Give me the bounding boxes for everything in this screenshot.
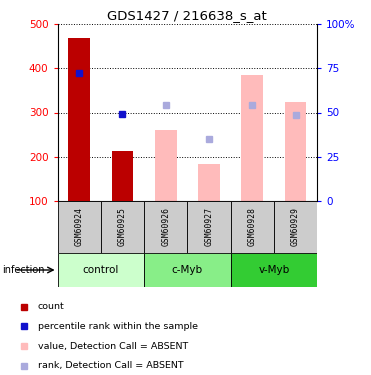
Bar bbox=[144, 253, 231, 287]
Bar bbox=[187, 201, 231, 253]
Bar bbox=[198, 164, 220, 201]
Bar bbox=[231, 253, 317, 287]
Text: count: count bbox=[37, 302, 64, 311]
Bar bbox=[242, 75, 263, 201]
Text: c-Myb: c-Myb bbox=[172, 265, 203, 275]
Text: percentile rank within the sample: percentile rank within the sample bbox=[37, 322, 197, 331]
Bar bbox=[274, 201, 317, 253]
Text: rank, Detection Call = ABSENT: rank, Detection Call = ABSENT bbox=[37, 361, 183, 370]
Text: GSM60925: GSM60925 bbox=[118, 207, 127, 246]
Bar bbox=[101, 201, 144, 253]
Text: GSM60924: GSM60924 bbox=[75, 207, 83, 246]
Text: GSM60928: GSM60928 bbox=[248, 207, 257, 246]
Text: value, Detection Call = ABSENT: value, Detection Call = ABSENT bbox=[37, 342, 188, 351]
Bar bbox=[58, 201, 101, 253]
Text: v-Myb: v-Myb bbox=[258, 265, 289, 275]
Title: GDS1427 / 216638_s_at: GDS1427 / 216638_s_at bbox=[108, 9, 267, 22]
Bar bbox=[231, 201, 274, 253]
Text: GSM60927: GSM60927 bbox=[204, 207, 213, 246]
Bar bbox=[112, 151, 133, 201]
Text: infection: infection bbox=[2, 265, 45, 275]
Bar bbox=[144, 201, 187, 253]
Text: control: control bbox=[83, 265, 119, 275]
Bar bbox=[58, 253, 144, 287]
Text: GSM60929: GSM60929 bbox=[291, 207, 300, 246]
Bar bbox=[155, 130, 177, 201]
Bar bbox=[68, 39, 90, 201]
Text: GSM60926: GSM60926 bbox=[161, 207, 170, 246]
Bar bbox=[285, 102, 306, 201]
